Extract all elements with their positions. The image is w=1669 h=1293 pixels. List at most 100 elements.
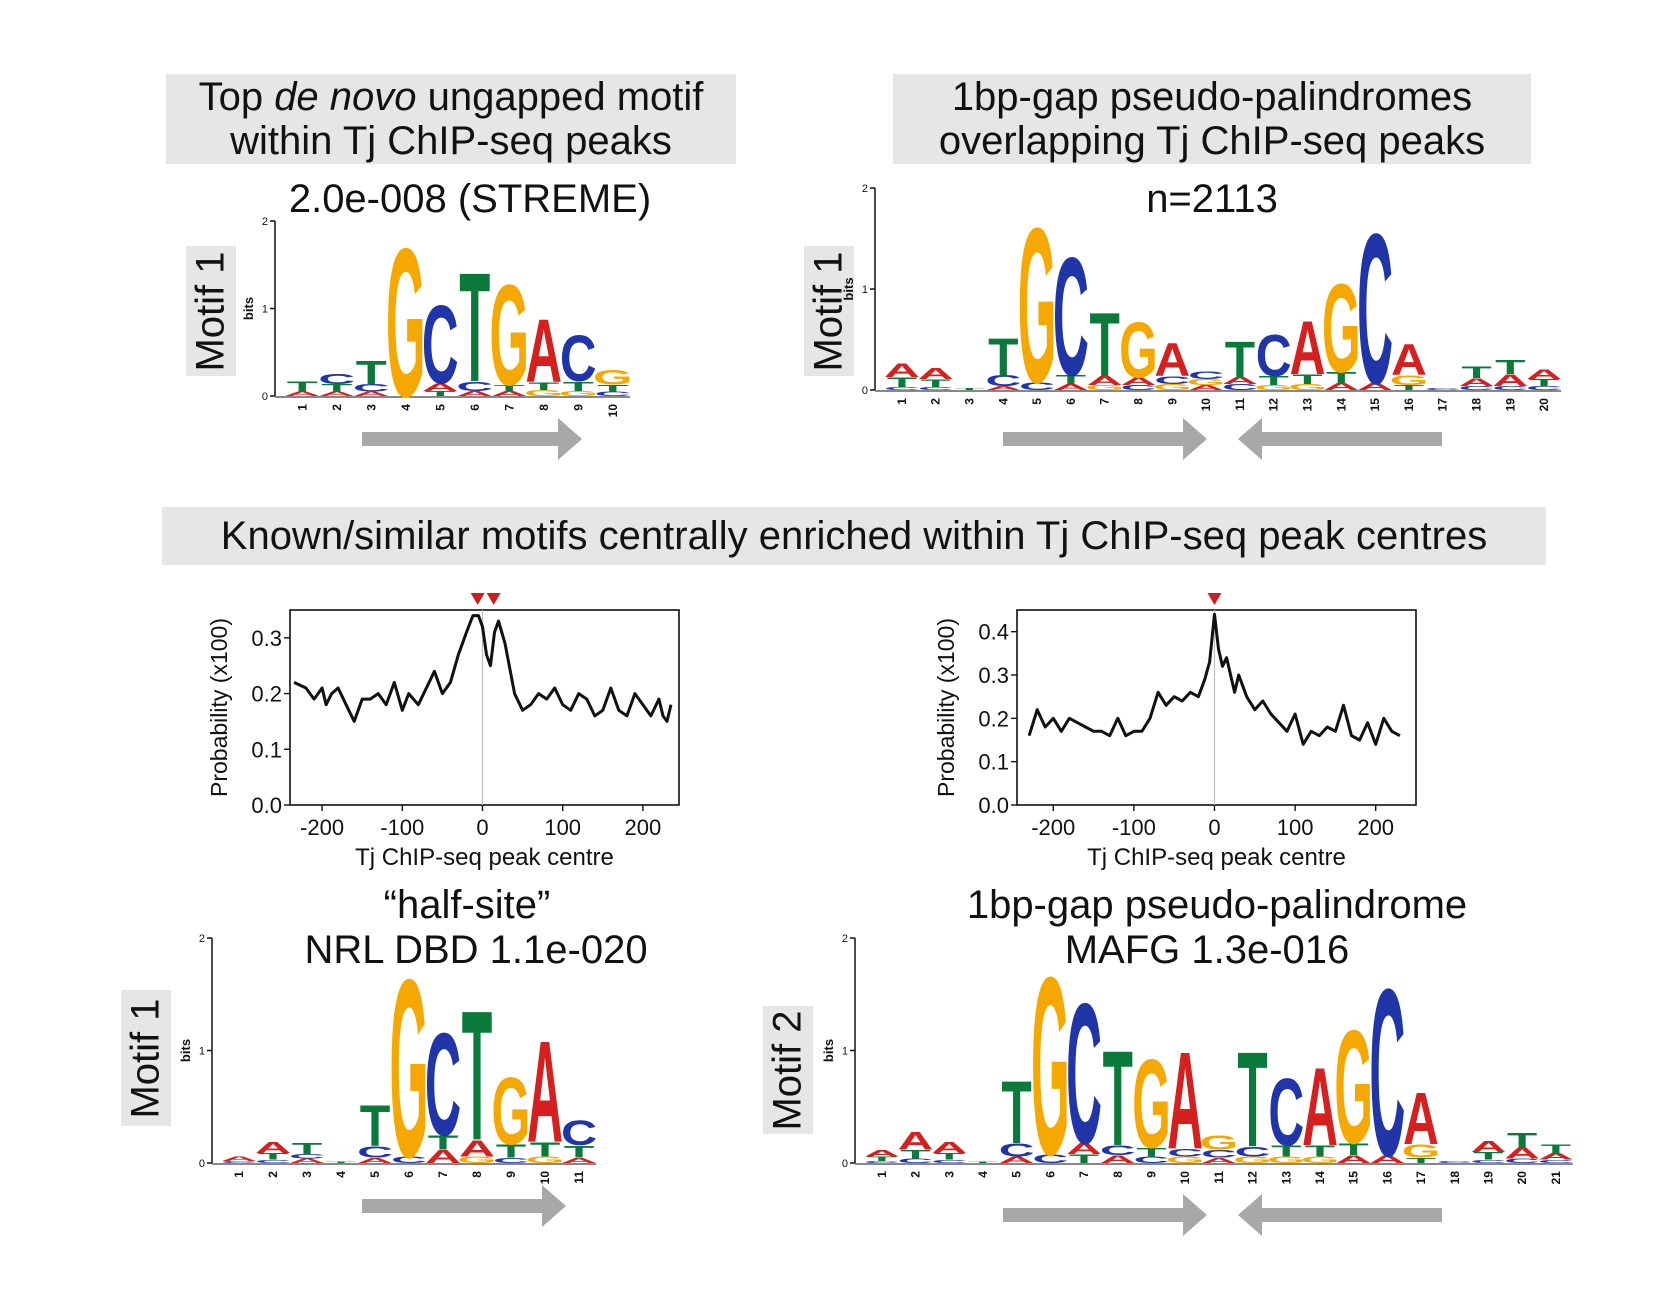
- logo-position-label: 9: [571, 404, 585, 411]
- top-right-title-line2: overlapping Tj ChIP-seq peaks: [938, 119, 1486, 163]
- svg-text:C: C: [1121, 384, 1157, 392]
- logo-position-label: 4: [976, 1171, 990, 1178]
- bits-tick-label: 0: [862, 385, 868, 397]
- svg-text:G: G: [1233, 1155, 1272, 1165]
- svg-text:A: A: [456, 389, 493, 397]
- logo-letter-T: T: [326, 1162, 357, 1164]
- svg-text:A: A: [459, 1136, 495, 1162]
- logo-letter-C: C: [422, 284, 459, 408]
- x-tick-label: 0: [476, 815, 488, 840]
- logo-letter-C: C: [289, 1153, 325, 1160]
- svg-text:G: G: [1254, 384, 1293, 392]
- top-left-title-line2: within Tj ChIP-seq peaks: [230, 119, 672, 163]
- logo-letter-G: G: [386, 203, 425, 441]
- logo-letter-T: T: [1495, 356, 1525, 379]
- logo-position-label: 3: [364, 404, 378, 411]
- logo-letter-T: T: [528, 380, 560, 392]
- logo-letter-C: C: [1471, 1159, 1507, 1164]
- svg-text:T: T: [597, 383, 628, 394]
- svg-text:T: T: [1394, 384, 1425, 392]
- peak-marker-triangle: [1207, 593, 1222, 605]
- logo-letter-T: T: [1326, 369, 1357, 386]
- svg-text:T: T: [887, 374, 917, 390]
- svg-text:A: A: [1100, 1153, 1136, 1165]
- svg-text:A: A: [357, 1156, 393, 1165]
- logo-position-label: 4: [996, 398, 1010, 405]
- logo-letter-C: C: [1492, 385, 1528, 391]
- top-left-title-line1: Top de novo ungapped motif: [198, 75, 704, 119]
- logo-position-label: 6: [1064, 398, 1078, 405]
- logo-letter-C: C: [918, 386, 954, 391]
- logo-letter-T: T: [564, 1142, 595, 1161]
- svg-text:T: T: [954, 388, 985, 391]
- logo-position-label: 14: [1334, 398, 1348, 412]
- logo-letter-G: G: [1288, 383, 1327, 392]
- svg-text:C: C: [422, 284, 459, 408]
- logo-letter-A: A: [527, 1011, 563, 1173]
- bits-tick-label: 2: [862, 183, 868, 195]
- svg-text:C: C: [1167, 1147, 1203, 1159]
- svg-text:A: A: [255, 1139, 291, 1156]
- logo-letter-T: T: [1394, 384, 1425, 392]
- svg-text:A: A: [1302, 1046, 1338, 1170]
- logo-letter-C: C: [1526, 385, 1562, 391]
- logo-letter-A: A: [898, 1128, 934, 1155]
- logo-letter-G: G: [1402, 1141, 1441, 1162]
- peak-marker-triangle: [486, 593, 501, 605]
- logo-letter-A: A: [1087, 374, 1123, 388]
- logo-position-label: 13: [1279, 1171, 1293, 1185]
- svg-text:C: C: [1425, 388, 1461, 391]
- svg-text:T: T: [1069, 1152, 1099, 1166]
- logo-letter-C: C: [1235, 1144, 1271, 1160]
- svg-text:G: G: [1085, 384, 1124, 392]
- svg-text:C: C: [918, 386, 954, 391]
- logo-letter-A: A: [1504, 1145, 1540, 1162]
- y-tick-label: 0.3: [978, 663, 1009, 688]
- svg-text:T: T: [1495, 356, 1525, 379]
- logo-letter-G: G: [1334, 998, 1373, 1178]
- logo-letter-T: T: [1136, 1145, 1166, 1159]
- logo-letter-C: C: [1053, 223, 1089, 412]
- svg-text:A: A: [1154, 334, 1190, 387]
- logo-letter-C: C: [1504, 1158, 1540, 1165]
- svg-text:G: G: [1132, 1034, 1171, 1175]
- svg-text:T: T: [1473, 1150, 1503, 1162]
- svg-text:T: T: [528, 380, 560, 392]
- logo-letter-T: T: [1271, 1142, 1301, 1159]
- logo-position-label: 14: [1313, 1171, 1327, 1185]
- svg-text:A: A: [918, 365, 954, 382]
- svg-text:T: T: [1225, 330, 1256, 388]
- logo-letter-C: C: [1201, 1148, 1237, 1160]
- svg-text:G: G: [1322, 259, 1361, 400]
- logo-letter-T: T: [1056, 373, 1086, 387]
- logo-letter-T: T: [934, 1151, 965, 1161]
- logo-letter-T: T: [1461, 363, 1492, 382]
- logo-letter-A: A: [289, 1157, 325, 1164]
- logo-letter-T: T: [988, 328, 1018, 387]
- logo-letter-C: C: [898, 1158, 934, 1165]
- bits-axis-label: bits: [841, 277, 856, 300]
- svg-text:C: C: [318, 371, 355, 387]
- logo-letter-A: A: [318, 391, 355, 398]
- bits-tick-label: 1: [842, 1046, 848, 1058]
- logo-letter-T: T: [597, 383, 628, 394]
- svg-text:T: T: [1259, 374, 1289, 388]
- bottom-right-motif-tag: Motif 2: [763, 1006, 813, 1134]
- svg-text:C: C: [884, 386, 920, 391]
- logo-letter-C: C: [493, 1156, 529, 1165]
- svg-text:C: C: [985, 372, 1021, 389]
- logo-letter-T: T: [496, 1141, 527, 1162]
- svg-text:A: A: [1087, 374, 1123, 388]
- logo-letter-A: A: [1154, 334, 1190, 387]
- svg-text:A: A: [284, 391, 321, 398]
- svg-text:C: C: [289, 1153, 325, 1160]
- logo-position-label: 1: [295, 404, 309, 411]
- svg-text:G: G: [1334, 998, 1373, 1178]
- svg-text:T: T: [287, 379, 318, 395]
- logo-letter-A: A: [1188, 384, 1224, 392]
- svg-text:A: A: [1403, 1078, 1439, 1160]
